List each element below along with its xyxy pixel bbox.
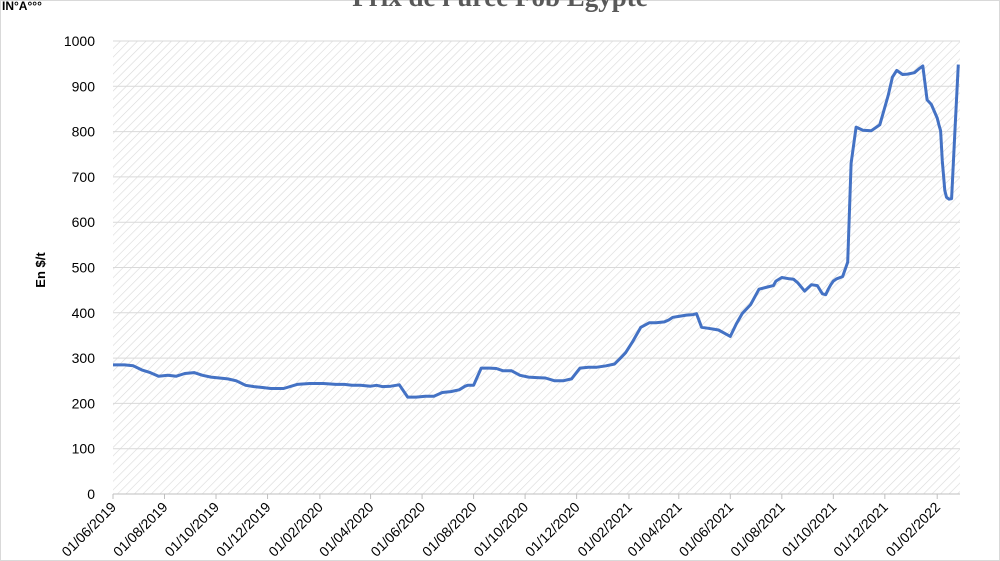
y-tick-label: 1000 (64, 33, 95, 49)
y-tick-label: 800 (72, 124, 96, 140)
y-tick-label: 300 (72, 350, 96, 366)
y-tick-label: 400 (72, 305, 96, 321)
y-tick-label: 100 (72, 441, 96, 457)
price-series-line (113, 64, 960, 399)
y-tick-label: 600 (72, 214, 96, 230)
chart-title: Prix de l'urée Fob Egypte (352, 0, 647, 12)
y-tick-label: 0 (87, 486, 95, 502)
y-tick-label: 900 (72, 78, 96, 94)
gridlines (113, 40, 960, 450)
y-axis-label: En $/t (33, 252, 48, 288)
y-tick-label: 200 (72, 395, 96, 411)
y-tick-label: 500 (72, 260, 96, 276)
y-tick-label: 700 (72, 169, 96, 185)
corner-watermark-text: IN°A°°° (2, 0, 42, 13)
y-axis-ticks: 0 100 200 300 400 500 600 700 800 900 1000 (64, 33, 95, 502)
